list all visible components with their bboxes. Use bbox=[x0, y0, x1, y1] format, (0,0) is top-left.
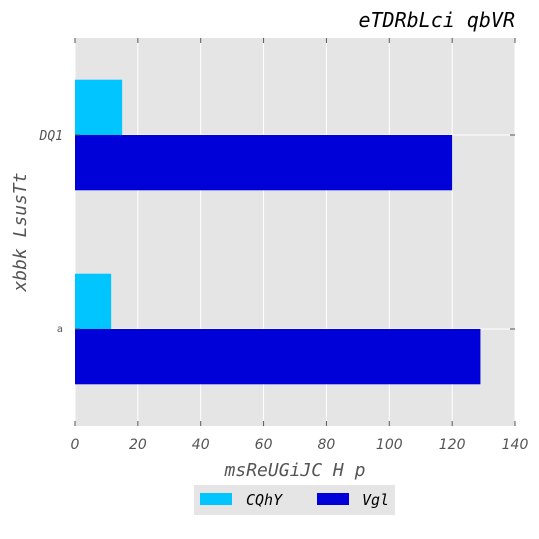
y-axis-label: xbbk LsusTt bbox=[10, 172, 31, 292]
legend-label-Vgl: Vgl bbox=[362, 491, 389, 509]
legend: CQhY Vgl bbox=[194, 485, 395, 515]
x-ticks: 0 20 40 60 80 100 120 140 bbox=[71, 38, 529, 453]
y-tick-label: DQ1 bbox=[39, 129, 63, 144]
y-ticks: a DQ1 bbox=[39, 129, 515, 335]
x-axis-label: msReUGiJC H p bbox=[224, 460, 366, 481]
bar-Vgl-DQ1 bbox=[75, 135, 453, 191]
x-tick-label: 140 bbox=[502, 437, 529, 453]
x-tick-label: 80 bbox=[318, 437, 336, 453]
legend-swatch-Vgl bbox=[317, 493, 349, 505]
legend-swatch-CQhY bbox=[200, 493, 232, 505]
bar-CQhY-DQ1 bbox=[75, 79, 123, 135]
y-tick-label: a bbox=[57, 324, 63, 335]
bar-Vgl-a bbox=[75, 329, 481, 385]
x-tick-label: 20 bbox=[129, 437, 147, 453]
x-tick-label: 60 bbox=[255, 437, 273, 453]
chart-title: eTDRbLci qbVR bbox=[358, 8, 515, 32]
x-tick-label: 0 bbox=[71, 437, 80, 453]
x-tick-label: 120 bbox=[439, 437, 466, 453]
bar-CQhY-a bbox=[75, 273, 112, 329]
x-tick-label: 100 bbox=[376, 437, 403, 453]
bars bbox=[75, 79, 481, 385]
legend-label-CQhY: CQhY bbox=[246, 491, 283, 509]
x-tick-label: 40 bbox=[192, 437, 210, 453]
